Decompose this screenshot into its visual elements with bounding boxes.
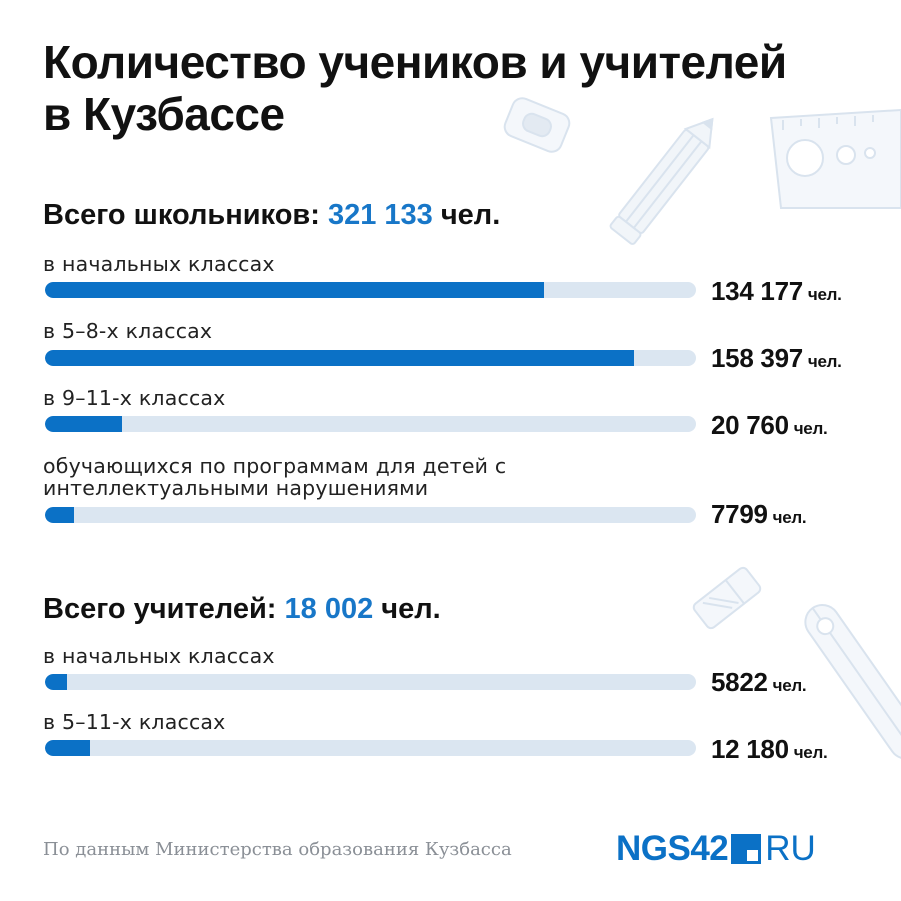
- bar-track: [45, 416, 696, 432]
- bar: [45, 282, 545, 298]
- logo-main-text: NGS42: [616, 829, 729, 868]
- bar-track: [45, 507, 696, 523]
- bar-label: в 9–11-х классах: [43, 386, 226, 410]
- logo-mark-icon: [731, 834, 762, 864]
- page-title: Количество учеников и учителей в Кузбасс…: [43, 36, 787, 140]
- data-label: 5822 чел.: [711, 667, 807, 697]
- pen-icon: [804, 604, 901, 760]
- teachers-total: 18 002: [284, 593, 374, 625]
- title-line-2: в Кузбассе: [43, 88, 285, 140]
- bar-label: в начальных классах: [43, 644, 275, 668]
- bar-label: в 5–8-х классах: [43, 319, 213, 343]
- source-note: По данным Министерства образования Кузба…: [43, 839, 512, 860]
- logo-suffix-text: RU: [765, 829, 816, 868]
- title-line-1: Количество учеников и учителей: [43, 36, 787, 88]
- data-label: 158 397 чел.: [711, 343, 842, 373]
- bar-label: в 5–11-х классах: [43, 710, 226, 734]
- students-total: 321 133: [327, 199, 433, 231]
- data-label: 20 760 чел.: [711, 410, 828, 440]
- bar-track: [45, 282, 696, 298]
- students-heading-label: Всего школьников:: [43, 199, 320, 231]
- bar: [45, 416, 123, 432]
- bar: [45, 507, 75, 523]
- bar-label: обучающихся по программам для детей с ин…: [43, 454, 507, 500]
- data-label: 7799 чел.: [711, 499, 807, 529]
- bar-track: [45, 740, 696, 756]
- bar-track: [45, 674, 696, 690]
- bar: [45, 740, 91, 756]
- bar-track: [45, 350, 696, 366]
- students-unit: чел.: [440, 199, 501, 231]
- teachers-unit: чел.: [381, 593, 441, 625]
- bar: [45, 674, 67, 690]
- eraser-icon: [692, 566, 762, 630]
- ruler-icon: [769, 108, 901, 209]
- students-heading: Всего школьников: 321 133 чел.: [43, 198, 500, 232]
- teachers-heading: Всего учителей: 18 002 чел.: [43, 592, 441, 626]
- bar: [45, 350, 635, 366]
- ngs42-logo[interactable]: NGS42 RU: [616, 830, 816, 868]
- data-label: 12 180 чел.: [711, 734, 828, 764]
- pencil-icon: [609, 117, 714, 245]
- eraser-icon: [503, 97, 571, 153]
- data-label: 134 177 чел.: [711, 276, 842, 306]
- teachers-heading-label: Всего учителей:: [43, 593, 277, 625]
- bar-label: в начальных классах: [43, 252, 275, 276]
